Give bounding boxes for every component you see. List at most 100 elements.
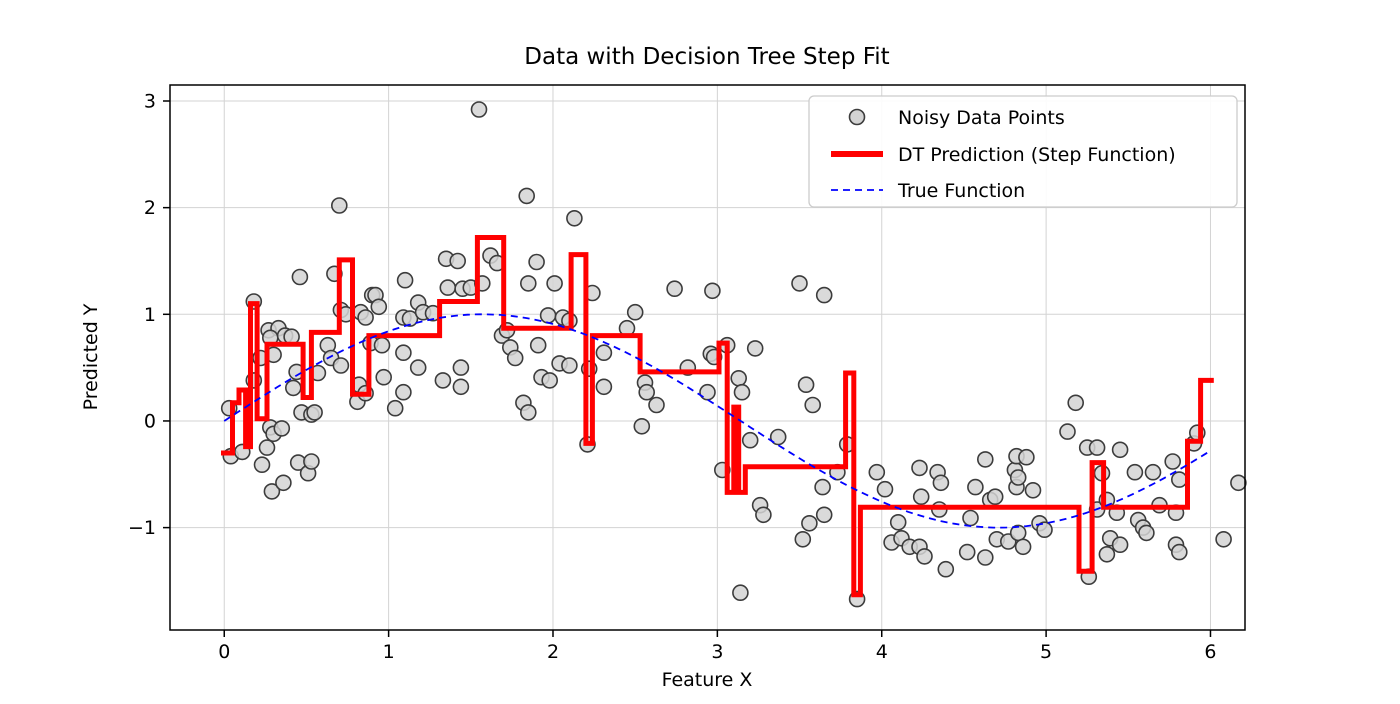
data-point (1111, 536, 1129, 554)
data-point (1171, 543, 1188, 561)
data-point (868, 463, 886, 481)
data-point (395, 383, 412, 401)
data-point (306, 404, 323, 421)
data-point (1171, 471, 1188, 488)
data-point (769, 428, 787, 446)
data-point (1215, 530, 1232, 548)
y-tick-label: −1 (128, 517, 156, 539)
data-point (704, 282, 721, 300)
data-point (253, 456, 271, 474)
x-tick-label: 6 (1204, 641, 1216, 663)
data-point (794, 530, 812, 548)
data-point (815, 506, 833, 524)
data-point (1098, 545, 1116, 563)
data-point (284, 379, 302, 397)
x-tick-label: 5 (1040, 641, 1052, 663)
data-point (638, 383, 656, 401)
data-point (401, 310, 419, 327)
data-point (804, 396, 822, 414)
data-point (303, 453, 320, 470)
data-point (699, 383, 716, 401)
data-point (273, 420, 291, 437)
data-point (1024, 481, 1042, 499)
legend-label-dt-prediction: DT Prediction (Step Function) (898, 144, 1176, 166)
data-point (518, 187, 536, 205)
data-point (357, 309, 374, 326)
data-point (439, 279, 457, 296)
data-point (962, 509, 979, 527)
data-point (539, 307, 557, 324)
data-point (434, 372, 452, 389)
tick-label-layer: 0 1 2 3 4 5 6 −1 0 1 2 3 (128, 90, 1217, 663)
data-point (595, 344, 613, 362)
y-axis-label: Predicted Y (80, 303, 102, 410)
data-point (291, 268, 309, 286)
data-point (395, 344, 412, 362)
data-point (889, 513, 907, 531)
data-point (330, 197, 348, 214)
y-tick-label: 1 (144, 304, 156, 326)
data-point (519, 275, 537, 292)
data-point (733, 383, 751, 401)
data-point (814, 478, 831, 496)
data-point (452, 359, 470, 376)
data-point (529, 336, 547, 354)
data-point (370, 298, 388, 316)
data-point (1014, 538, 1032, 556)
step-function-line (221, 235, 1214, 598)
data-point (275, 474, 292, 492)
data-point (1230, 474, 1247, 492)
data-point (967, 478, 984, 496)
x-axis-label: Feature X (662, 669, 753, 691)
legend-label-true-function: True Function (897, 180, 1025, 202)
data-point (932, 474, 950, 492)
data-point (386, 399, 404, 417)
axes-frame (169, 84, 1246, 631)
legend-box (808, 95, 1238, 208)
data-point (1009, 469, 1027, 486)
legend: Noisy Data Points DT Prediction (Step Fu… (808, 95, 1238, 208)
data-point (648, 396, 665, 414)
legend-label-noisy-data: Noisy Data Points (898, 107, 1065, 129)
data-point (730, 369, 748, 387)
data-point (911, 459, 928, 477)
axes-layer (163, 84, 1246, 637)
data-point (797, 376, 815, 394)
data-point (916, 548, 933, 565)
data-point (470, 101, 488, 118)
data-point (732, 584, 749, 602)
data-point (741, 431, 759, 449)
data-point (666, 280, 683, 298)
data-point (396, 271, 414, 289)
data-point (912, 488, 930, 506)
data-point (976, 549, 994, 566)
data-point (976, 451, 994, 468)
data-point (937, 560, 955, 578)
data-point (1088, 439, 1106, 456)
data-point (541, 372, 559, 389)
data-point (546, 275, 563, 292)
x-tick-label: 2 (547, 641, 559, 663)
data-point (746, 340, 764, 357)
data-point (876, 480, 894, 498)
x-tick-label: 4 (876, 641, 888, 663)
data-point (1059, 423, 1076, 440)
data-point (1138, 524, 1155, 542)
data-point (449, 252, 467, 270)
data-point (986, 488, 1004, 506)
data-point (452, 378, 470, 396)
data-point (1111, 441, 1129, 459)
data-point (1067, 394, 1084, 412)
data-point (801, 514, 818, 532)
data-point (633, 417, 651, 435)
data-point (1036, 521, 1053, 539)
data-point (528, 253, 545, 271)
x-tick-label: 1 (383, 641, 395, 663)
data-point (958, 543, 976, 561)
data-point (1018, 448, 1035, 466)
data-point (375, 368, 393, 386)
legend-scatter-marker-icon (848, 108, 866, 126)
data-layer (220, 101, 1247, 608)
